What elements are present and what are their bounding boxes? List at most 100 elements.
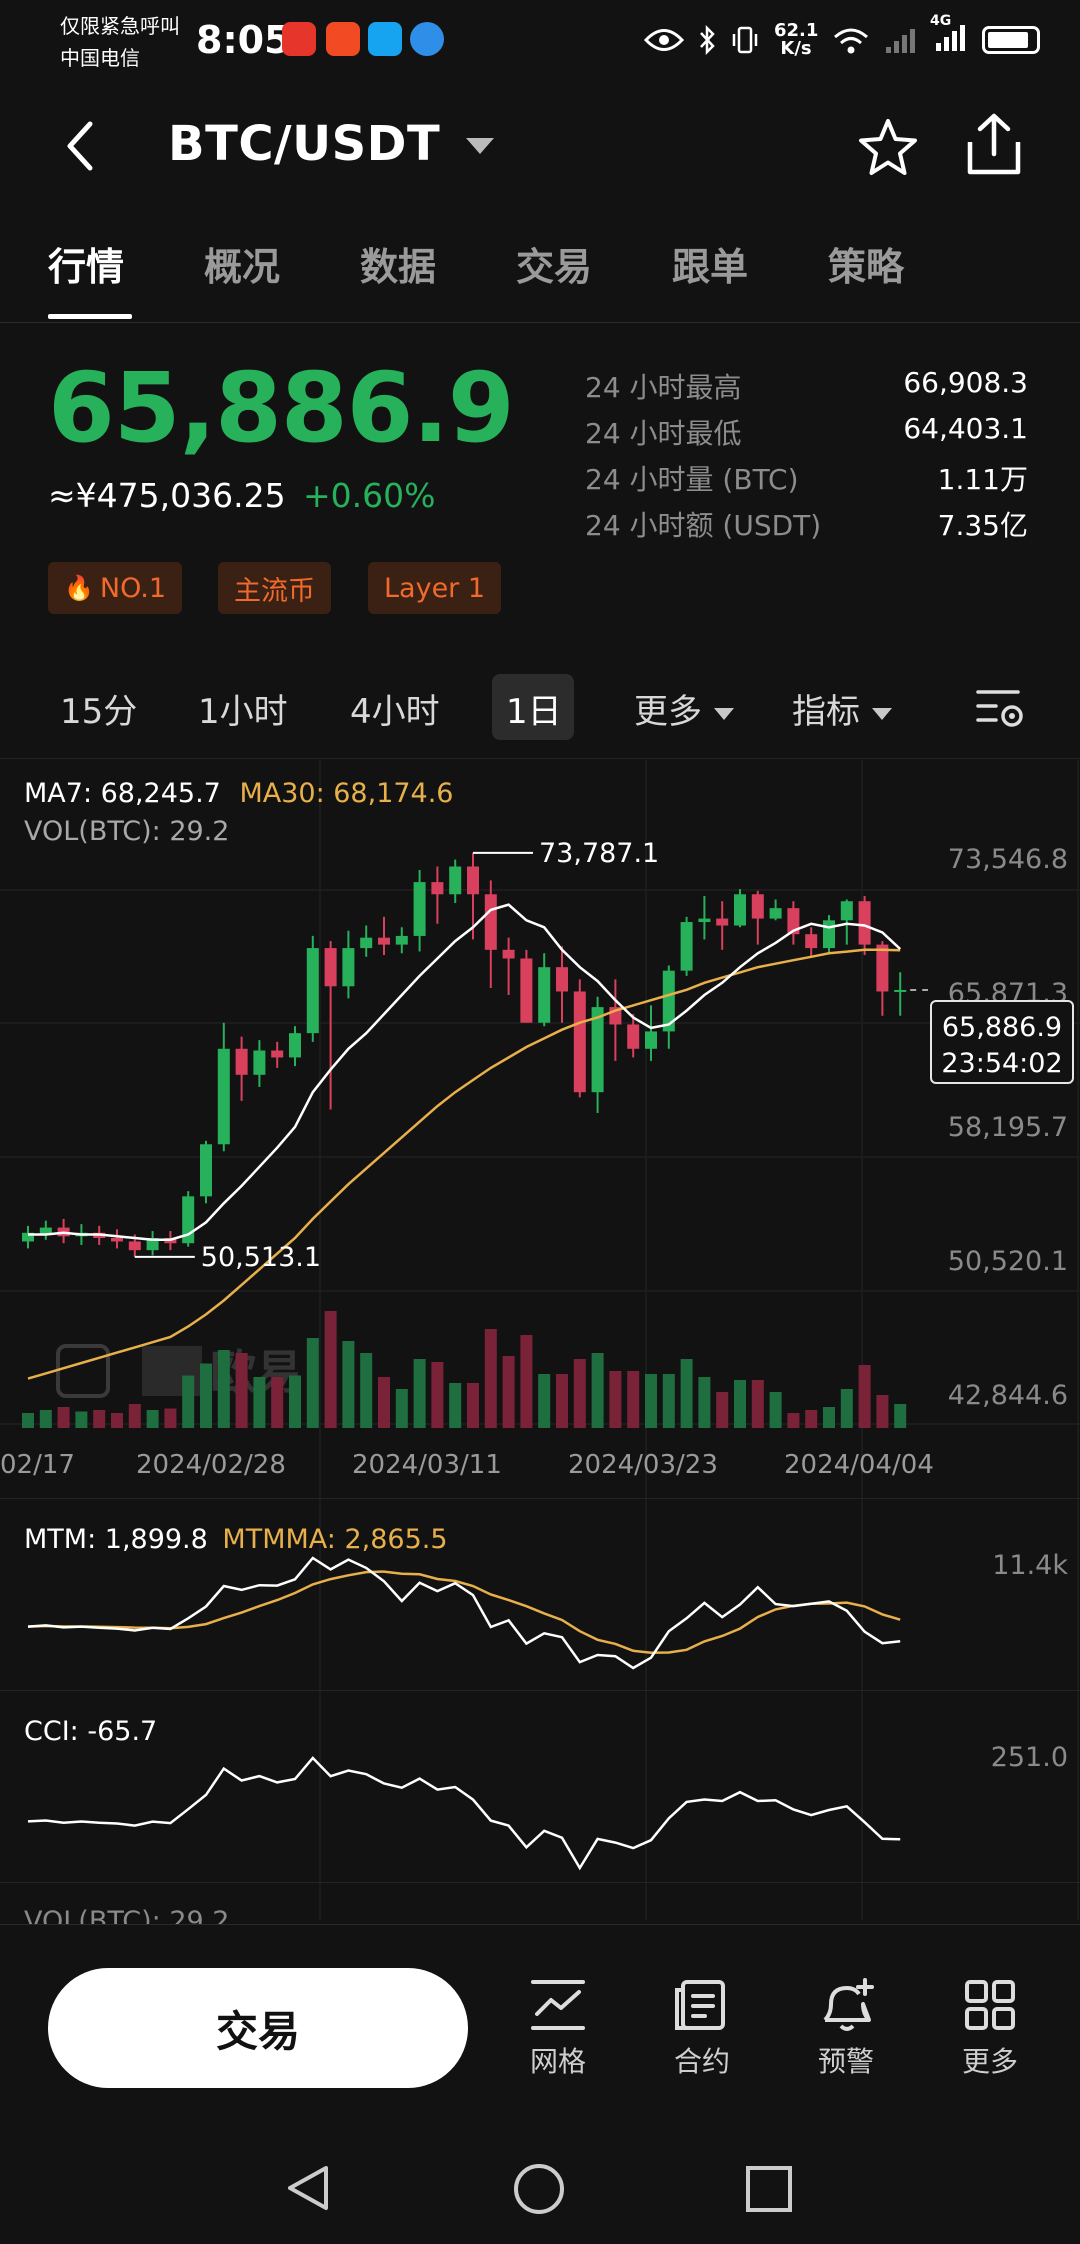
- candle-body: [805, 934, 818, 949]
- volume-bar: [324, 1311, 337, 1428]
- volume-bar: [57, 1407, 70, 1428]
- candle-body: [680, 922, 693, 971]
- tab-divider: [0, 322, 1080, 323]
- flame-icon: 🔥: [64, 574, 94, 602]
- tab-market[interactable]: 行情: [48, 245, 125, 289]
- mtmma-line: [27, 1570, 901, 1655]
- indicators-button[interactable]: 指标: [792, 684, 892, 733]
- vol-label: VOL(BTC): 29.2: [24, 816, 230, 847]
- trade-button[interactable]: 交易: [48, 1968, 468, 2088]
- candle-body: [520, 958, 533, 1023]
- cci-y-label: 251.0: [990, 1742, 1068, 1773]
- mtm-legend: MTM: 1,899.8 MTMMA: 2,865.5: [24, 1524, 448, 1555]
- tag-mainstream[interactable]: 主流币: [218, 562, 331, 614]
- volume-bar: [182, 1375, 195, 1428]
- indicators-label: 指标: [792, 692, 860, 732]
- mtm-line: [27, 1556, 901, 1670]
- volume-bar: [39, 1410, 52, 1428]
- tab-overview[interactable]: 概况: [204, 245, 281, 289]
- tab-data[interactable]: 数据: [360, 245, 437, 289]
- volume-bar: [467, 1383, 479, 1428]
- interval-4h[interactable]: 4小时: [350, 692, 440, 732]
- candle-body: [39, 1227, 52, 1235]
- volume-bar: [306, 1338, 319, 1428]
- x-label: 2024/02/28: [136, 1450, 286, 1480]
- y-label: 50,520.1: [947, 1246, 1068, 1277]
- battery-icon: [982, 26, 1040, 54]
- interval-more[interactable]: 更多: [634, 684, 734, 733]
- cci-label: CCI: -65.7: [24, 1716, 158, 1747]
- current-price-label[interactable]: 65,886.9 23:54:02: [930, 1000, 1074, 1084]
- interval-active-bg: [492, 674, 574, 740]
- candle-body: [324, 948, 337, 987]
- signal-4g-icon: [936, 24, 965, 51]
- volume-bar: [645, 1374, 657, 1428]
- ma7-line: [28, 903, 902, 1241]
- tab-copy-trading[interactable]: 跟单: [672, 245, 749, 289]
- tab-strategy[interactable]: 策略: [828, 245, 905, 289]
- volume-bar: [395, 1389, 408, 1428]
- ma30-line: [27, 948, 901, 1380]
- tab-trade[interactable]: 交易: [516, 245, 593, 289]
- y-label: 73,546.8: [947, 844, 1068, 875]
- candle-body: [716, 918, 729, 926]
- tag-layer1-label: Layer 1: [384, 572, 486, 604]
- volume-bar: [591, 1353, 604, 1428]
- nav-futures-label: 合约: [673, 2045, 730, 2078]
- nav-more[interactable]: 更多: [930, 1978, 1050, 2080]
- nav-back-icon[interactable]: [282, 2162, 334, 2214]
- tag-layer1[interactable]: Layer 1: [368, 562, 502, 614]
- volume-bar: [716, 1392, 729, 1428]
- eye-icon: [644, 29, 684, 51]
- system-nav-bar: [0, 2128, 1080, 2244]
- nav-grid[interactable]: 网格: [498, 1978, 618, 2080]
- chart-grid: [0, 760, 1080, 1920]
- back-icon[interactable]: [62, 120, 98, 172]
- interval-1d[interactable]: 1日: [506, 692, 562, 732]
- volume-bar: [449, 1383, 462, 1428]
- x-label: 2024/04/04: [784, 1450, 934, 1480]
- pair-title[interactable]: BTC/USDT: [168, 116, 441, 172]
- nav-alert[interactable]: 预警: [786, 1978, 906, 2080]
- candle-body: [200, 1144, 212, 1197]
- signal-4g: 4G: [930, 13, 968, 58]
- chevron-down-icon: [714, 707, 734, 720]
- tag-rank[interactable]: 🔥 NO.1: [48, 562, 183, 614]
- nav-futures[interactable]: 合约: [642, 1978, 762, 2080]
- search-app-icon: [368, 22, 402, 56]
- interval-1h[interactable]: 1小时: [198, 692, 288, 732]
- contract-icon: [675, 1980, 725, 2030]
- current-price-value: 65,886.9: [941, 1012, 1063, 1043]
- star-icon[interactable]: [856, 116, 920, 180]
- high-low-markers: 73,787.1 50,513.1: [134, 838, 659, 1273]
- price-change: +0.60%: [303, 476, 436, 515]
- pair-dropdown-icon[interactable]: [466, 138, 494, 154]
- x-label: 02/17: [0, 1450, 75, 1480]
- chevron-down-icon: [872, 707, 892, 720]
- volume-bar: [378, 1377, 390, 1428]
- volume-bar: [217, 1350, 230, 1428]
- interval-15m[interactable]: 15分: [60, 692, 138, 732]
- candle-body: [360, 937, 373, 949]
- tab-bar: 行情 概况 数据 交易 跟单 策略: [0, 236, 1080, 322]
- candle-body: [502, 949, 515, 959]
- chart-settings-icon[interactable]: [974, 686, 1026, 730]
- volume-bar: [164, 1408, 177, 1428]
- nav-home-icon[interactable]: [512, 2162, 566, 2216]
- candlestick-chart[interactable]: 欧易 73,787.1 50,513.1: [0, 760, 1080, 1920]
- candle-body: [840, 901, 853, 921]
- vibrate-icon: [732, 26, 758, 54]
- nav-alert-label: 预警: [817, 2045, 874, 2078]
- nav-grid-label: 网格: [529, 2045, 586, 2078]
- nav-recents-icon[interactable]: [744, 2164, 794, 2214]
- mtmma-label: MTMMA: 2,865.5: [222, 1524, 448, 1555]
- volume-bar: [876, 1395, 889, 1428]
- share-icon[interactable]: [964, 112, 1024, 178]
- stat-volume-value: 1.11万: [937, 463, 1028, 496]
- candle-body: [22, 1232, 34, 1242]
- chart-top-divider: [0, 758, 1080, 759]
- volume-bar: [93, 1410, 106, 1428]
- volume-bar: [484, 1329, 497, 1428]
- volume-bar: [627, 1371, 640, 1428]
- tag-rank-label: NO.1: [99, 572, 167, 604]
